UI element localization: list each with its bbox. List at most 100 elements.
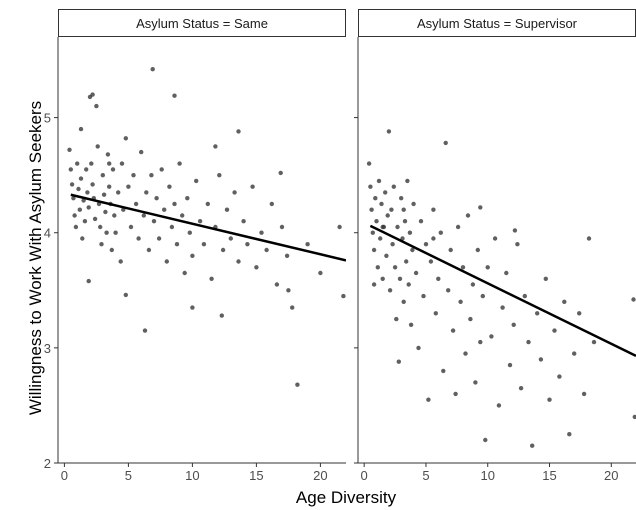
data-point [228, 236, 233, 241]
data-point [99, 242, 104, 247]
data-point [224, 207, 230, 212]
data-point [504, 270, 509, 276]
data-point [146, 247, 152, 253]
data-point [68, 167, 74, 172]
data-point [371, 247, 377, 253]
data-point [80, 236, 85, 241]
data-point [518, 386, 524, 391]
y-axis-title: Willingness to Work With Asylum Seekers [26, 101, 45, 415]
data-point [368, 184, 373, 189]
data-point [373, 196, 378, 201]
x-axis-title: Age Diversity [296, 488, 397, 507]
data-point [73, 224, 79, 230]
data-point [500, 305, 505, 310]
x-tick-label: 0 [361, 468, 368, 483]
data-point [278, 170, 283, 176]
data-point [448, 247, 453, 253]
data-point [295, 382, 300, 387]
data-point [220, 247, 226, 253]
data-point [67, 147, 72, 152]
data-point [591, 339, 597, 345]
data-point [71, 196, 76, 201]
data-point [110, 167, 116, 172]
data-point [380, 224, 385, 230]
data-point [455, 224, 461, 230]
data-point [543, 276, 548, 281]
data-point [284, 253, 290, 258]
data-point [116, 190, 121, 195]
data-point [187, 230, 192, 235]
data-point [378, 236, 383, 241]
data-point [492, 236, 498, 241]
data-point [458, 299, 463, 304]
data-point [78, 126, 84, 132]
data-point [413, 270, 419, 276]
data-point [172, 93, 177, 98]
x-tick-label: 10 [185, 468, 199, 483]
data-point [107, 184, 112, 189]
data-point [526, 339, 531, 345]
data-point [112, 213, 117, 218]
data-point [167, 184, 172, 189]
data-point [369, 207, 374, 212]
data-point [194, 178, 199, 184]
x-tick-label: 20 [604, 468, 618, 483]
data-point [511, 322, 516, 327]
points-group [67, 67, 346, 387]
data-point [162, 207, 167, 212]
data-point [98, 224, 103, 230]
data-point [557, 374, 562, 379]
data-point [405, 178, 410, 184]
data-point [463, 351, 468, 356]
facet-strip [358, 9, 636, 37]
data-point [169, 224, 175, 230]
data-point [264, 247, 269, 253]
data-point [402, 219, 408, 224]
data-point [404, 259, 409, 264]
data-point [406, 282, 411, 287]
data-point [123, 292, 128, 298]
data-point [107, 161, 112, 166]
data-point [150, 67, 155, 72]
data-point [128, 224, 134, 230]
data-point [86, 278, 91, 284]
data-point [631, 297, 636, 302]
data-point [236, 129, 241, 134]
data-point [397, 276, 403, 281]
data-point [515, 242, 520, 247]
data-point [410, 247, 415, 253]
data-point [572, 351, 577, 356]
data-point [407, 230, 413, 235]
data-point [453, 391, 458, 397]
data-point [105, 152, 111, 157]
data-point [478, 205, 483, 210]
data-point [78, 176, 84, 181]
data-point [86, 205, 91, 210]
data-point [149, 173, 154, 178]
data-point [180, 213, 185, 218]
x-tick-label: 20 [313, 468, 327, 483]
x-tick-label: 15 [542, 468, 556, 483]
data-point [428, 259, 434, 264]
data-point [436, 276, 441, 281]
data-point [90, 182, 95, 187]
data-point [376, 178, 382, 184]
data-point [77, 207, 83, 212]
data-point [290, 305, 295, 310]
data-point [201, 242, 207, 247]
data-point [136, 236, 141, 241]
data-point [581, 391, 587, 397]
data-point [250, 184, 255, 189]
data-point [156, 236, 162, 241]
data-point [443, 140, 448, 146]
data-point [552, 328, 557, 333]
data-point [172, 201, 177, 207]
data-point [182, 270, 187, 276]
data-point [450, 328, 456, 333]
data-point [426, 397, 431, 402]
data-point [480, 293, 485, 299]
data-point [379, 201, 384, 207]
data-point [460, 265, 466, 270]
